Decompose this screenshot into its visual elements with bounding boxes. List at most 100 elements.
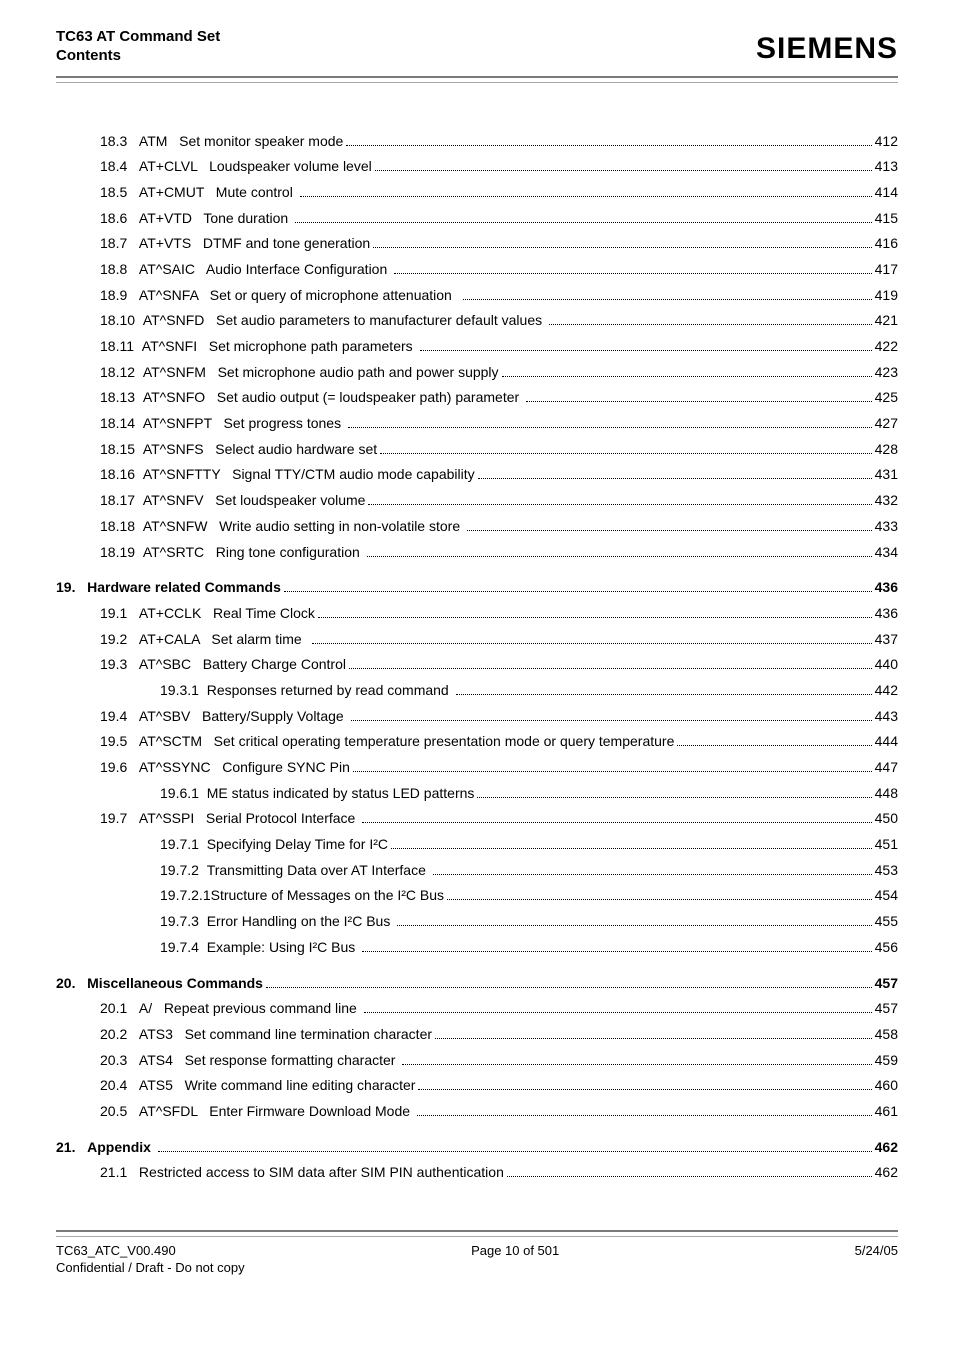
toc-leader-dots bbox=[364, 1002, 872, 1013]
toc-entry-row: 18.16 AT^SNFTTY Signal TTY/CTM audio mod… bbox=[56, 464, 898, 486]
toc-entry-number: 19.3.1 bbox=[160, 680, 207, 702]
toc-entry-number: 18.10 bbox=[100, 310, 143, 332]
toc-entry-page: 462 bbox=[875, 1162, 898, 1184]
toc-entry-row: 19.6 AT^SSYNC Configure SYNC Pin 447 bbox=[56, 757, 898, 779]
toc-entry-title: ATM Set monitor speaker mode bbox=[139, 131, 343, 153]
toc-entry-page: 432 bbox=[875, 490, 898, 512]
toc-entry-title: AT^SRTC Ring tone configuration bbox=[143, 542, 364, 564]
footer-center: Page 10 of 501 bbox=[471, 1243, 559, 1258]
toc-entry-title: Miscellaneous Commands bbox=[87, 973, 263, 995]
toc-entry-title: Responses returned by read command bbox=[207, 680, 453, 702]
toc-entry-number: 19.7.2.1 bbox=[160, 885, 211, 907]
toc-leader-dots bbox=[362, 941, 871, 952]
toc-entry-page: 431 bbox=[875, 464, 898, 486]
toc-entry-number: 19.2 bbox=[100, 629, 139, 651]
toc-chapter-row: 21. Appendix 462 bbox=[56, 1137, 898, 1159]
toc-entry-page: 457 bbox=[875, 998, 898, 1020]
toc-entry-page: 458 bbox=[875, 1024, 898, 1046]
toc-entry-title: AT+VTS DTMF and tone generation bbox=[139, 233, 370, 255]
toc-entry-number: 18.13 bbox=[100, 387, 143, 409]
toc-entry-number: 18.9 bbox=[100, 285, 139, 307]
toc-entry-page: 415 bbox=[875, 208, 898, 230]
toc-entry-title: AT^SCTM Set critical operating temperatu… bbox=[139, 731, 674, 753]
toc-entry-page: 460 bbox=[875, 1075, 898, 1097]
header-rule-thin bbox=[56, 82, 898, 83]
footer-left: TC63_ATC_V00.490 bbox=[56, 1243, 176, 1258]
toc-leader-dots bbox=[502, 366, 872, 377]
toc-entry-title: Specifying Delay Time for I²C bbox=[207, 834, 388, 856]
table-of-contents: 18.3 ATM Set monitor speaker mode 41218.… bbox=[56, 131, 898, 1185]
toc-entry-title: AT^SNFD Set audio parameters to manufact… bbox=[143, 310, 546, 332]
toc-leader-dots bbox=[351, 709, 872, 720]
toc-leader-dots bbox=[478, 468, 872, 479]
toc-entry-title: AT^SNFI Set microphone path parameters bbox=[142, 336, 417, 358]
page-footer: TC63_ATC_V00.490 Page 10 of 501 5/24/05 … bbox=[56, 1230, 898, 1275]
toc-entry-row: 18.7 AT+VTS DTMF and tone generation 416 bbox=[56, 233, 898, 255]
toc-leader-dots bbox=[435, 1028, 872, 1039]
toc-entry-title: ATS3 Set command line termination charac… bbox=[139, 1024, 432, 1046]
toc-entry-number: 19.6.1 bbox=[160, 783, 207, 805]
toc-leader-dots bbox=[402, 1053, 871, 1064]
toc-entry-number: 18.11 bbox=[100, 336, 142, 358]
toc-leader-dots bbox=[318, 607, 872, 618]
toc-entry-title: Transmitting Data over AT Interface bbox=[207, 860, 430, 882]
toc-entry-number: 18.5 bbox=[100, 182, 139, 204]
toc-entry-title: A/ Repeat previous command line bbox=[139, 998, 361, 1020]
toc-entry-number: 19. bbox=[56, 577, 87, 599]
toc-entry-row: 19.5 AT^SCTM Set critical operating temp… bbox=[56, 731, 898, 753]
toc-entry-row: 18.14 AT^SNFPT Set progress tones 427 bbox=[56, 413, 898, 435]
toc-entry-page: 455 bbox=[875, 911, 898, 933]
toc-entry-title: ATS5 Write command line editing characte… bbox=[139, 1075, 416, 1097]
toc-leader-dots bbox=[463, 288, 872, 299]
toc-entry-number: 18.7 bbox=[100, 233, 139, 255]
toc-leader-dots bbox=[391, 838, 872, 849]
toc-entry-title: AT^SNFW Write audio setting in non-volat… bbox=[143, 516, 464, 538]
toc-leader-dots bbox=[367, 545, 872, 556]
toc-entry-row: 19.7.4 Example: Using I²C Bus 456 bbox=[56, 937, 898, 959]
toc-entry-page: 450 bbox=[875, 808, 898, 830]
toc-chapter-row: 19. Hardware related Commands 436 bbox=[56, 577, 898, 599]
toc-chapter-row: 20. Miscellaneous Commands 457 bbox=[56, 973, 898, 995]
page-header: TC63 AT Command Set Contents SIEMENS bbox=[56, 28, 898, 72]
toc-entry-number: 18.14 bbox=[100, 413, 143, 435]
toc-leader-dots bbox=[380, 443, 872, 454]
toc-entry-row: 20.4 ATS5 Write command line editing cha… bbox=[56, 1075, 898, 1097]
toc-entry-title: AT+CALA Set alarm time bbox=[139, 629, 310, 651]
toc-entry-title: Restricted access to SIM data after SIM … bbox=[139, 1162, 504, 1184]
toc-entry-row: 18.17 AT^SNFV Set loudspeaker volume 432 bbox=[56, 490, 898, 512]
toc-entry-page: 417 bbox=[875, 259, 898, 281]
toc-entry-title: AT^SAIC Audio Interface Configuration bbox=[139, 259, 391, 281]
toc-entry-number: 18.4 bbox=[100, 156, 139, 178]
toc-leader-dots bbox=[397, 915, 871, 926]
toc-entry-row: 19.3 AT^SBC Battery Charge Control 440 bbox=[56, 654, 898, 676]
toc-entry-title: Appendix bbox=[87, 1137, 155, 1159]
toc-entry-title: AT^SSYNC Configure SYNC Pin bbox=[139, 757, 350, 779]
toc-leader-dots bbox=[394, 263, 872, 274]
toc-leader-dots bbox=[284, 581, 872, 592]
toc-entry-number: 18.12 bbox=[100, 362, 143, 384]
toc-entry-page: 459 bbox=[875, 1050, 898, 1072]
toc-entry-row: 20.5 AT^SFDL Enter Firmware Download Mod… bbox=[56, 1101, 898, 1123]
toc-entry-row: 18.4 AT+CLVL Loudspeaker volume level 41… bbox=[56, 156, 898, 178]
toc-leader-dots bbox=[312, 632, 871, 643]
toc-entry-title: AT^SNFO Set audio output (= loudspeaker … bbox=[143, 387, 523, 409]
toc-entry-page: 453 bbox=[875, 860, 898, 882]
toc-entry-title: AT+CMUT Mute control bbox=[139, 182, 297, 204]
toc-entry-page: 457 bbox=[875, 973, 898, 995]
toc-leader-dots bbox=[477, 787, 871, 798]
toc-entry-row: 18.6 AT+VTD Tone duration 415 bbox=[56, 208, 898, 230]
toc-entry-number: 18.15 bbox=[100, 439, 143, 461]
toc-entry-row: 21.1 Restricted access to SIM data after… bbox=[56, 1162, 898, 1184]
toc-entry-number: 20.3 bbox=[100, 1050, 139, 1072]
toc-entry-row: 19.7.3 Error Handling on the I²C Bus 455 bbox=[56, 911, 898, 933]
toc-entry-page: 428 bbox=[875, 439, 898, 461]
toc-entry-row: 19.7.2.1Structure of Messages on the I²C… bbox=[56, 885, 898, 907]
toc-leader-dots bbox=[456, 684, 872, 695]
toc-entry-page: 423 bbox=[875, 362, 898, 384]
toc-entry-number: 21. bbox=[56, 1137, 87, 1159]
toc-entry-page: 436 bbox=[875, 603, 898, 625]
toc-entry-page: 451 bbox=[875, 834, 898, 856]
toc-entry-number: 20.5 bbox=[100, 1101, 139, 1123]
toc-leader-dots bbox=[375, 160, 872, 171]
toc-entry-title: AT^SNFS Select audio hardware set bbox=[143, 439, 377, 461]
